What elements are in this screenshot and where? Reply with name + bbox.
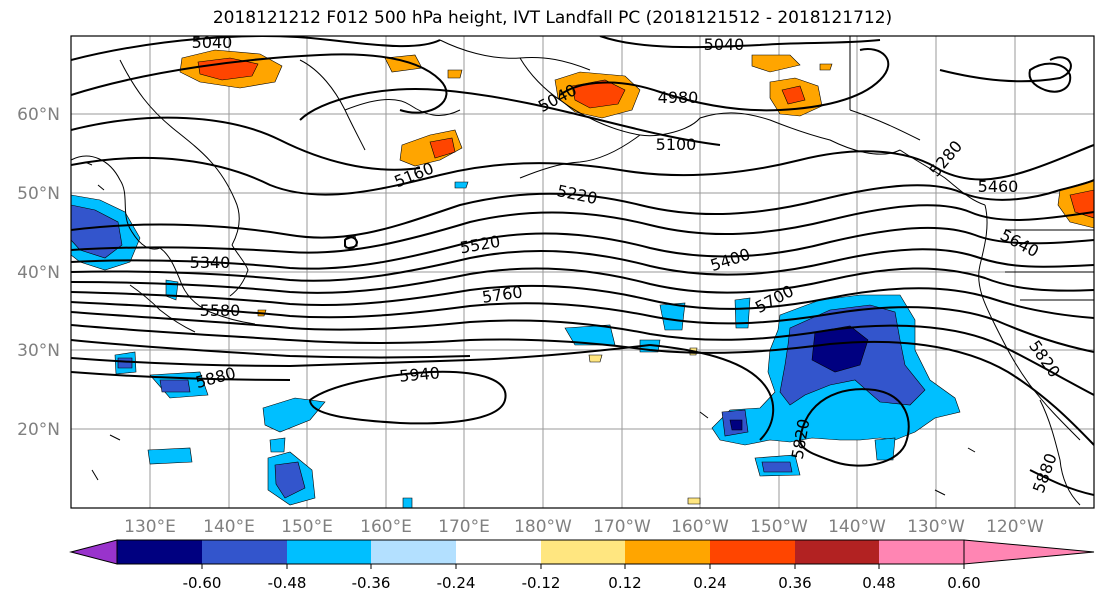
colorbar-tick-labels: -0.60 -0.48 -0.36 -0.24 -0.12 0.12 0.24 …	[183, 574, 981, 592]
colorbar-swatch	[202, 540, 287, 564]
colorbar-swatch	[879, 540, 964, 564]
colorbar-tick-label: -0.48	[268, 574, 307, 592]
lon-label: 160°E	[360, 517, 412, 537]
longitude-labels: 130°E 140°E 150°E 160°E 170°E 180°W 170°…	[124, 517, 1044, 537]
colorbar-high-extend	[963, 539, 1095, 565]
colorbar-tick-label: 0.60	[947, 574, 980, 592]
lon-label: 140°W	[828, 517, 886, 537]
colorbar-tick-label: -0.36	[352, 574, 391, 592]
contour-label: 5940	[398, 363, 440, 385]
lat-label: 30°N	[17, 341, 60, 361]
height-contours	[71, 36, 1094, 496]
colorbar-ticks	[201, 564, 965, 569]
lon-label: 120°W	[986, 517, 1044, 537]
lon-label: 130°E	[124, 517, 176, 537]
colorbar-swatch	[117, 540, 202, 564]
colorbar-swatch	[541, 540, 625, 564]
colorbar-low-extend	[69, 539, 118, 565]
colorbar-tick-label: -0.60	[183, 574, 222, 592]
lon-label: 170°E	[438, 517, 490, 537]
colorbar-tick-label: 0.12	[608, 574, 641, 592]
lat-label: 20°N	[17, 420, 60, 440]
colorbar-tick-label: -0.24	[437, 574, 476, 592]
map-frame	[70, 35, 1095, 509]
lat-label: 60°N	[17, 105, 60, 125]
lat-label: 40°N	[17, 263, 60, 283]
colorbar-swatch	[710, 540, 795, 564]
colorbar-swatch	[287, 540, 371, 564]
lon-label: 140°E	[203, 517, 255, 537]
colorbar-tick-label: -0.12	[522, 574, 561, 592]
contour-label: 5040	[704, 35, 745, 54]
lon-label: 160°W	[671, 517, 729, 537]
colorbar-swatch	[795, 540, 879, 564]
contour-label: 5100	[656, 135, 697, 154]
contour-label: 5340	[190, 253, 231, 272]
lon-label: 150°W	[750, 517, 808, 537]
colorbar-swatch	[371, 540, 456, 564]
colorbar-tick-label: 0.24	[693, 574, 726, 592]
lat-label: 50°N	[17, 184, 60, 204]
latitude-labels: 20°N 30°N 40°N 50°N 60°N	[17, 105, 60, 440]
contour-label: 4980	[658, 88, 699, 107]
contour-label: 5580	[200, 301, 241, 320]
colorbar-swatch	[456, 540, 541, 564]
lon-label: 130°W	[907, 517, 965, 537]
contour-label: 5460	[978, 177, 1019, 196]
colorbar: -0.60 -0.48 -0.36 -0.24 -0.12 0.12 0.24 …	[69, 539, 1095, 592]
lon-label: 170°W	[593, 517, 651, 537]
colorbar-swatch	[625, 540, 710, 564]
map-title: 2018121212 F012 500 hPa height, IVT Land…	[212, 8, 893, 28]
colorbar-tick-label: 0.48	[862, 574, 895, 592]
lon-label: 150°E	[281, 517, 333, 537]
colorbar-tick-label: 0.36	[778, 574, 811, 592]
lon-label: 180°W	[514, 517, 572, 537]
contour-label: 5040	[192, 33, 233, 52]
